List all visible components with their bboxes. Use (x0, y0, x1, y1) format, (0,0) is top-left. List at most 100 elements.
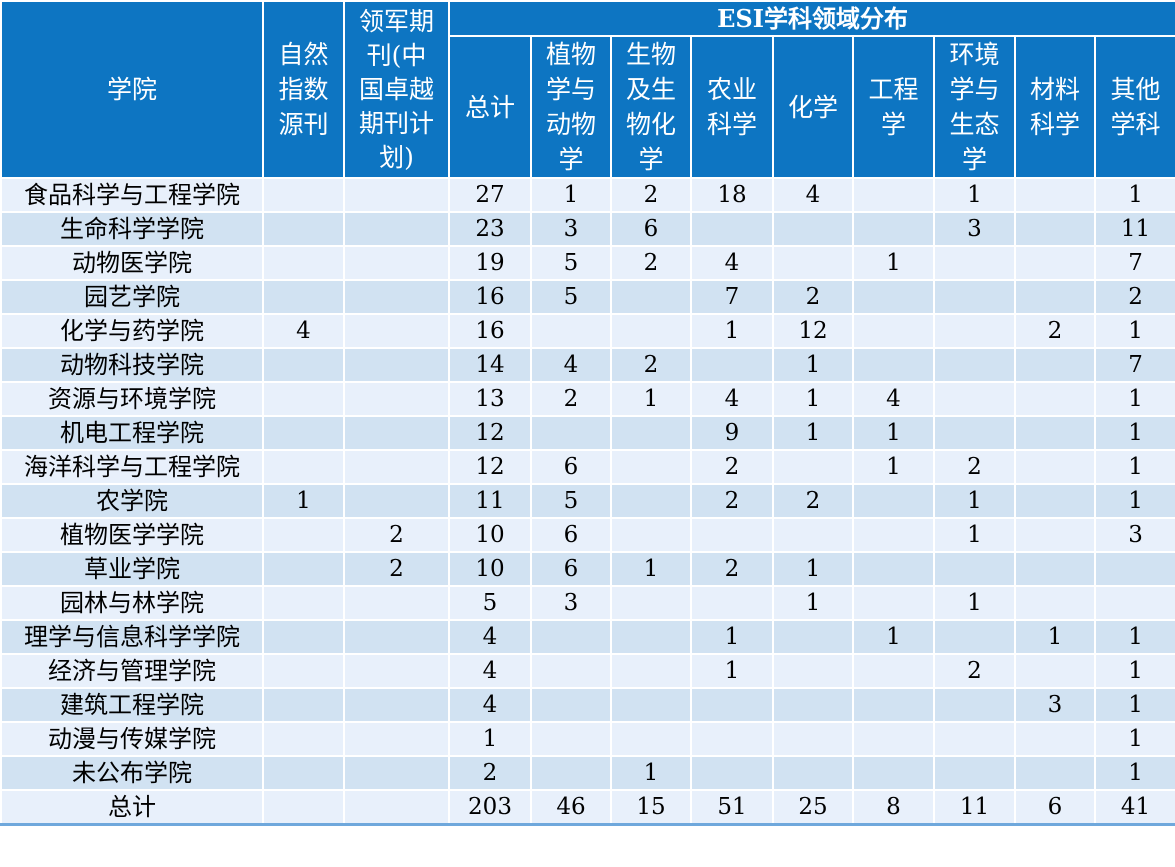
value-cell: 5 (448, 585, 532, 621)
college-name-cell: 化学与药学院 (0, 313, 264, 349)
value-cell: 1 (262, 483, 345, 519)
header-esi-column-label: 其他 学科 (1110, 75, 1161, 139)
value-cell (1014, 585, 1096, 621)
value-cell: 13 (448, 381, 532, 417)
header-esi-column-label: 农业 科学 (706, 75, 757, 139)
value-cell (262, 381, 345, 417)
header-esi-column-label: 生物 及生 物化 学 (625, 40, 676, 174)
header-nature-index: 自然 指数 源刊 (262, 0, 345, 179)
table-row: 海洋科学与工程学院 12 6 2 1 2 1 (0, 449, 1175, 485)
value-cell: 2 (343, 551, 450, 587)
value-cell (343, 381, 450, 417)
value-cell (343, 449, 450, 485)
value-cell: 1 (1093, 415, 1175, 451)
value-cell: 46 (530, 789, 612, 826)
value-cell (610, 313, 692, 349)
value-cell: 15 (610, 789, 692, 826)
value-cell: 1 (1093, 653, 1175, 689)
table-row: 总计 203 46 15 51 25 8 11 6 41 (0, 789, 1175, 826)
value-cell (343, 177, 450, 213)
value-cell (610, 415, 692, 451)
value-cell (852, 177, 935, 213)
value-cell: 25 (772, 789, 854, 826)
value-cell (852, 211, 935, 247)
value-cell: 3 (933, 211, 1016, 247)
college-name-cell: 生命科学学院 (0, 211, 264, 247)
college-name-cell: 理学与信息科学学院 (0, 619, 264, 655)
value-cell (530, 653, 612, 689)
college-name-cell: 草业学院 (0, 551, 264, 587)
header-esi-group: ESI学科领域分布 (447, 0, 1175, 37)
value-cell: 1 (690, 313, 774, 349)
value-cell: 1 (1093, 721, 1175, 757)
value-cell (610, 449, 692, 485)
value-cell (262, 245, 345, 281)
value-cell (772, 653, 854, 689)
esi-distribution-table: 学院 自然 指数 源刊 领军期 刊(中 国卓越 期刊计 划) ESI学科领域分布… (0, 0, 1175, 826)
value-cell (852, 347, 935, 383)
value-cell: 1 (852, 619, 935, 655)
value-cell: 1 (1093, 619, 1175, 655)
value-cell (852, 517, 935, 553)
value-cell: 1 (852, 449, 935, 485)
value-cell (933, 313, 1016, 349)
college-name-cell: 食品科学与工程学院 (0, 177, 264, 213)
value-cell: 2 (530, 381, 612, 417)
value-cell (610, 517, 692, 553)
value-cell (690, 347, 774, 383)
header-esi-column-label: 工程 学 (868, 75, 919, 139)
value-cell (343, 245, 450, 281)
value-cell (772, 755, 854, 791)
value-cell (343, 789, 450, 826)
header-esi-column: 化学 (772, 35, 854, 179)
header-leading-journal: 领军期 刊(中 国卓越 期刊计 划) (343, 0, 450, 179)
value-cell (1014, 415, 1096, 451)
value-cell (690, 687, 774, 723)
college-name-cell: 资源与环境学院 (0, 381, 264, 417)
value-cell: 203 (448, 789, 532, 826)
value-cell (343, 687, 450, 723)
value-cell: 4 (690, 381, 774, 417)
value-cell (610, 483, 692, 519)
value-cell (852, 721, 935, 757)
value-cell (933, 415, 1016, 451)
value-cell: 1 (1093, 483, 1175, 519)
value-cell (343, 211, 450, 247)
value-cell (933, 755, 1016, 791)
value-cell (262, 211, 345, 247)
value-cell (690, 517, 774, 553)
value-cell (1014, 517, 1096, 553)
value-cell: 1 (1093, 687, 1175, 723)
value-cell: 14 (448, 347, 532, 383)
value-cell: 1 (1093, 755, 1175, 791)
value-cell (933, 721, 1016, 757)
value-cell: 2 (772, 279, 854, 315)
value-cell (610, 619, 692, 655)
value-cell (262, 279, 345, 315)
header-esi-column-label: 总计 (464, 92, 515, 122)
value-cell: 6 (1014, 789, 1096, 826)
value-cell (262, 449, 345, 485)
value-cell: 3 (1093, 517, 1175, 553)
value-cell (772, 687, 854, 723)
value-cell (1014, 211, 1096, 247)
value-cell (690, 721, 774, 757)
value-cell (343, 653, 450, 689)
value-cell (610, 653, 692, 689)
value-cell (262, 619, 345, 655)
table-row: 动物医学院 19 5 2 4 1 7 (0, 245, 1175, 281)
value-cell: 7 (1093, 245, 1175, 281)
value-cell (852, 551, 935, 587)
value-cell (1014, 483, 1096, 519)
value-cell: 11 (933, 789, 1016, 826)
value-cell: 1 (690, 619, 774, 655)
value-cell (530, 721, 612, 757)
value-cell (690, 755, 774, 791)
value-cell (1014, 245, 1096, 281)
value-cell (262, 551, 345, 587)
value-cell: 5 (530, 245, 612, 281)
header-esi-column: 材料 科学 (1014, 35, 1096, 179)
table-row: 动漫与传媒学院 1 1 (0, 721, 1175, 757)
value-cell: 6 (530, 449, 612, 485)
table-row: 园艺学院 16 5 7 2 2 (0, 279, 1175, 315)
